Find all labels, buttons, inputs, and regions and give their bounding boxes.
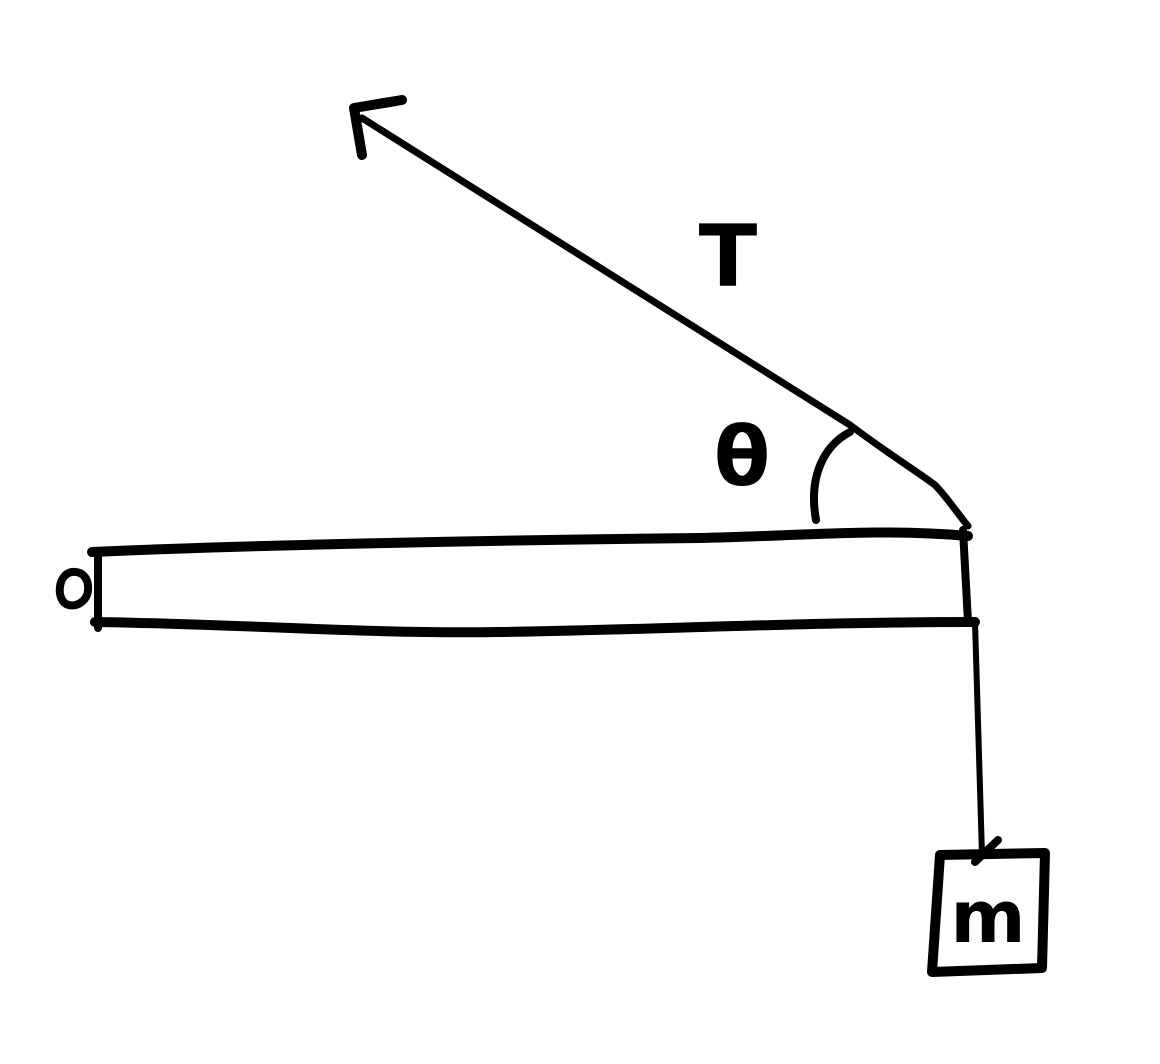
beam-bottom-edge: [90, 617, 980, 638]
tension-cable: [358, 114, 972, 530]
angle-arc: [810, 428, 854, 524]
angle-label: θ: [714, 410, 770, 505]
beam-right-end: [959, 526, 972, 626]
tension-label: T: [699, 207, 758, 307]
mass-block: [927, 836, 1050, 977]
mass-block-top-knot: [971, 836, 1002, 866]
tension-arrowhead-icon: [349, 95, 407, 160]
pivot-hinge-icon: [55, 567, 93, 610]
beam-top-edge: [87, 527, 973, 557]
mass-block-outline: [927, 848, 1050, 977]
mass-label: m: [950, 875, 1025, 959]
beam: [87, 526, 980, 638]
hanging-string: [972, 619, 985, 858]
